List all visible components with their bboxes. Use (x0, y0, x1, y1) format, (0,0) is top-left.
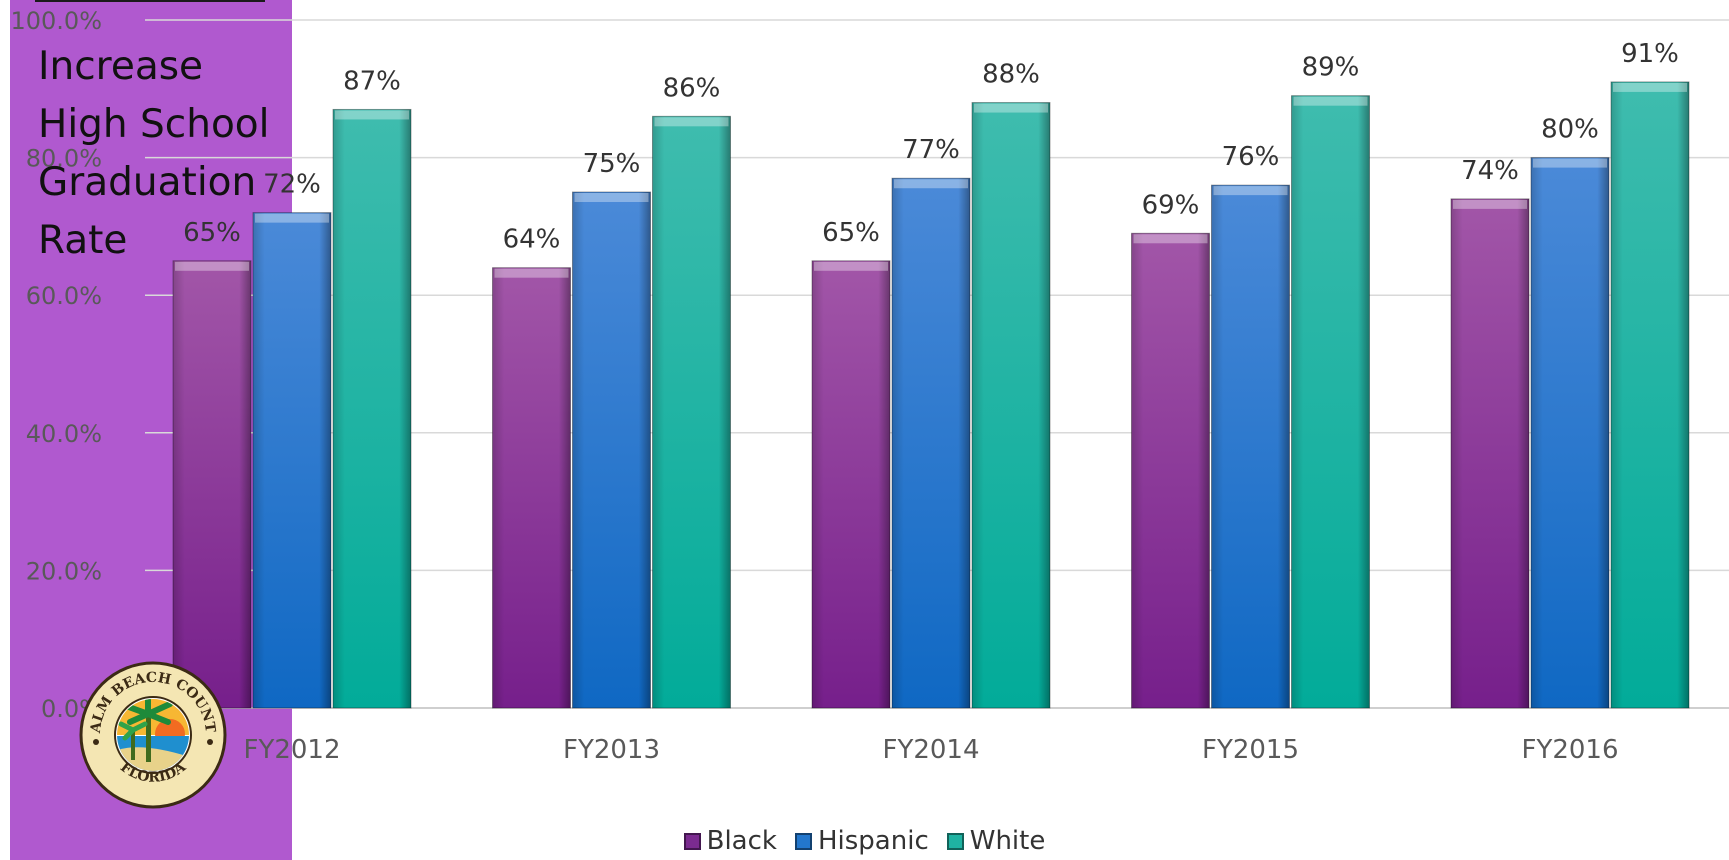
data-label-white: 87% (343, 66, 401, 96)
legend-item-white: White (946, 826, 1046, 856)
data-label-hispanic: 72% (263, 170, 321, 200)
bar-black-fy2014 (811, 260, 891, 709)
data-label-black: 69% (1142, 190, 1200, 220)
data-label-white: 89% (1302, 53, 1360, 83)
data-label-white: 86% (663, 73, 721, 103)
bar-hispanic-fy2012 (252, 212, 332, 709)
data-label-hispanic: 80% (1541, 115, 1599, 145)
bar-black-fy2013 (492, 267, 571, 709)
y-tick-label: 100.0% (10, 7, 102, 35)
x-category-label: FY2016 (1521, 735, 1618, 765)
legend-item-hispanic: Hispanic (794, 826, 929, 856)
bar-hispanic-fy2013 (572, 191, 651, 709)
legend-swatch-white (946, 832, 964, 850)
palm-beach-county-seal-logo: PALM BEACH COUNTY FLORIDA (78, 660, 227, 809)
y-tick-label: 40.0% (26, 420, 102, 448)
y-tick-label: 20.0% (26, 557, 102, 585)
bar-black-fy2015 (1131, 232, 1210, 709)
slide-title-line: Increase (38, 44, 204, 89)
x-category-label: FY2014 (882, 735, 979, 765)
x-category-label: FY2015 (1202, 735, 1299, 765)
bar-hispanic-fy2014 (891, 177, 971, 709)
slide-title-line: Rate (38, 218, 128, 263)
data-label-black: 74% (1461, 156, 1519, 186)
y-tick-label: 60.0% (26, 282, 102, 310)
bar-white-fy2012 (332, 108, 412, 709)
legend-label-white: White (969, 826, 1046, 856)
data-label-black: 65% (183, 218, 241, 248)
y-tick-label: 80.0% (26, 145, 102, 173)
bar-black-fy2012 (172, 260, 252, 709)
slide-title-line: Graduation (38, 160, 257, 205)
data-label-black: 65% (822, 218, 880, 248)
legend-label-black: Black (706, 826, 777, 856)
data-label-white: 88% (982, 60, 1040, 90)
legend-label-hispanic: Hispanic (817, 826, 929, 856)
x-category-label: FY2013 (563, 735, 660, 765)
bar-hispanic-fy2016 (1530, 157, 1610, 709)
bar-hispanic-fy2015 (1211, 184, 1290, 709)
bar-white-fy2014 (971, 102, 1051, 709)
bar-black-fy2016 (1450, 198, 1530, 709)
legend-item-black: Black (683, 826, 777, 856)
data-label-hispanic: 76% (1222, 142, 1280, 172)
x-category-label: FY2012 (243, 735, 340, 765)
bar-white-fy2016 (1610, 81, 1690, 709)
data-label-hispanic: 75% (583, 149, 641, 179)
legend-swatch-black (683, 832, 701, 850)
bar-white-fy2013 (652, 115, 731, 709)
data-label-hispanic: 77% (902, 135, 960, 165)
legend-swatch-hispanic (794, 832, 812, 850)
sidebar-divider (35, 0, 265, 2)
data-label-white: 91% (1621, 39, 1679, 69)
bar-white-fy2015 (1291, 95, 1370, 709)
slide-title: Increase High School Graduation Rate (38, 38, 270, 270)
slide-title-line: High School (38, 102, 270, 147)
data-label-black: 64% (503, 225, 561, 255)
chart-legend: Black Hispanic White (0, 826, 1729, 856)
